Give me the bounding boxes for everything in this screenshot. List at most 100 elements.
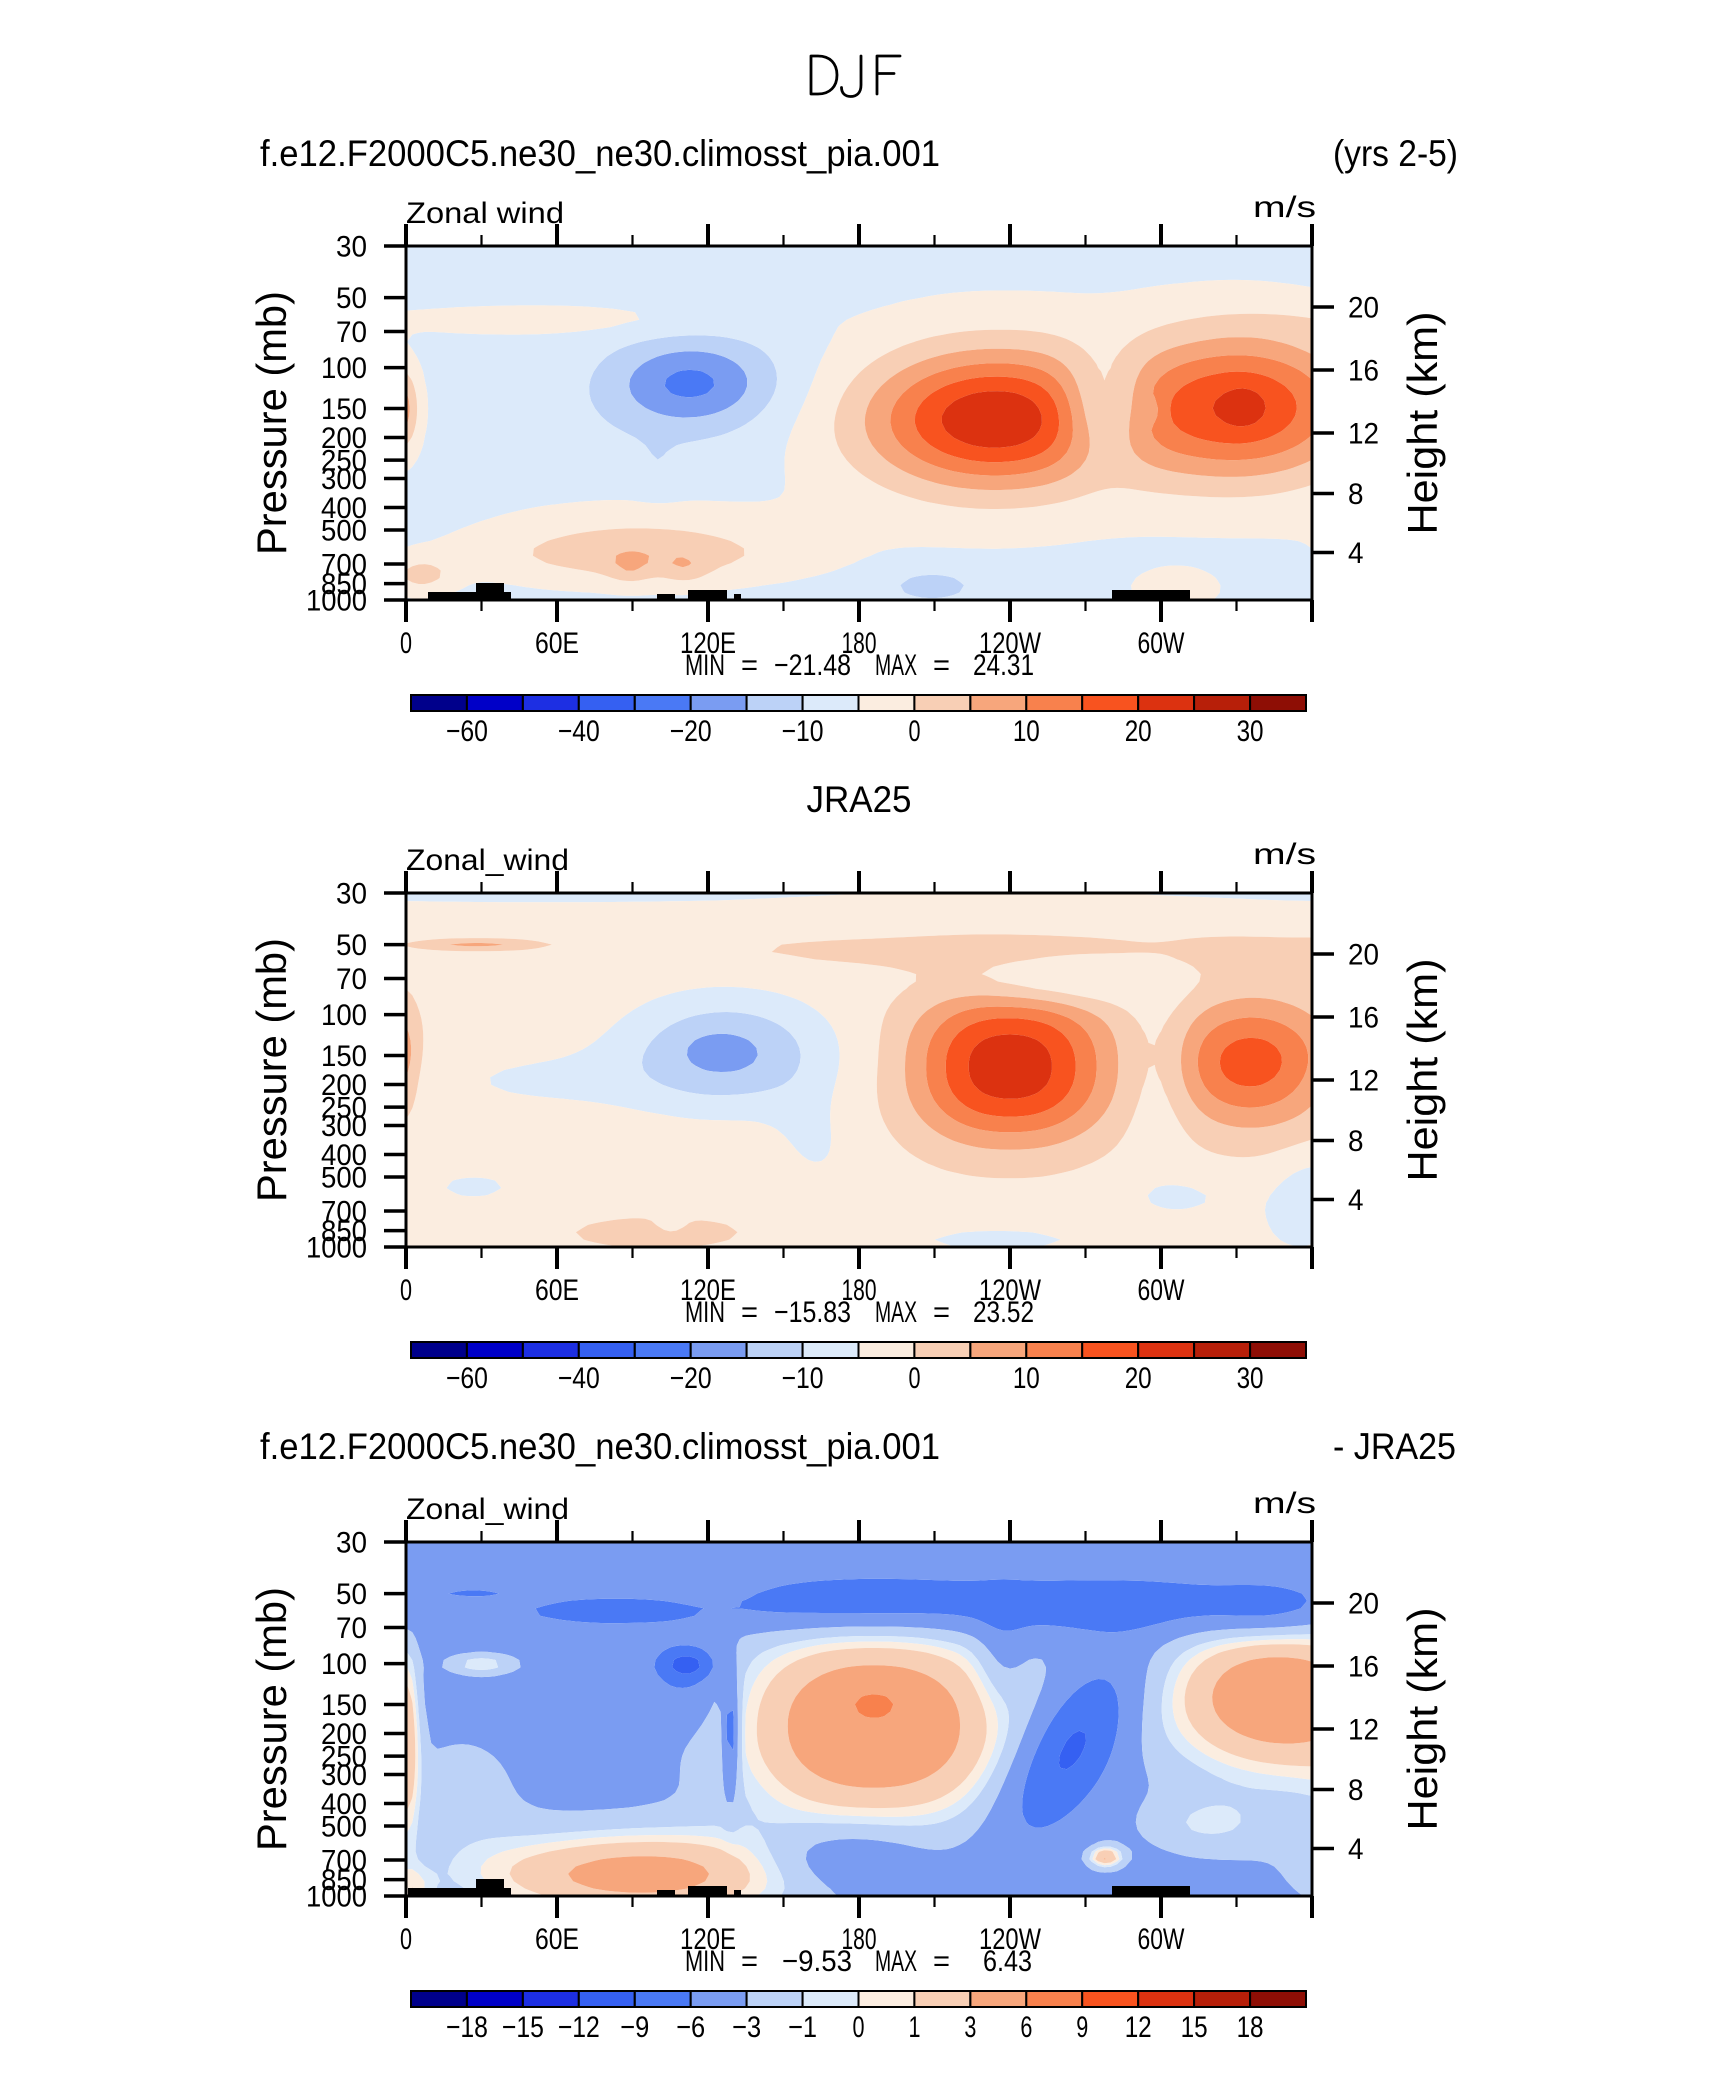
svg-text:=: =: [933, 649, 950, 682]
svg-text:−10: −10: [782, 715, 824, 748]
svg-text:50: 50: [336, 929, 367, 962]
svg-text:0: 0: [908, 1362, 920, 1395]
svg-text:15: 15: [1181, 2011, 1208, 2044]
svg-text:Zonal_wind: Zonal_wind: [406, 844, 569, 877]
svg-text:8: 8: [1348, 1774, 1364, 1807]
svg-text:MAX: MAX: [875, 1296, 917, 1329]
svg-text:120E: 120E: [680, 1274, 736, 1307]
svg-text:850: 850: [321, 1215, 367, 1248]
svg-text:60E: 60E: [535, 1274, 579, 1307]
svg-text:70: 70: [336, 963, 367, 996]
svg-text:120E: 120E: [680, 627, 736, 660]
svg-text:60E: 60E: [535, 627, 579, 660]
svg-text:−10: −10: [782, 1362, 824, 1395]
svg-text:=: =: [741, 1296, 758, 1329]
svg-text:m/s: m/s: [1253, 838, 1316, 871]
svg-text:30: 30: [336, 231, 367, 264]
svg-text:12: 12: [1125, 2011, 1152, 2044]
svg-text:Height (km): Height (km): [1399, 312, 1446, 535]
svg-text:180: 180: [842, 627, 877, 660]
svg-text:−6: −6: [676, 2011, 705, 2044]
svg-text:250: 250: [321, 445, 367, 478]
svg-text:Pressure (mb): Pressure (mb): [248, 938, 295, 1202]
svg-text:4: 4: [1348, 537, 1364, 570]
svg-text:120W: 120W: [979, 1923, 1042, 1956]
svg-text:f.e12.F2000C5.ne30_ne30.climos: f.e12.F2000C5.ne30_ne30.climosst_pia.001: [260, 1426, 940, 1467]
svg-text:12: 12: [1348, 1714, 1379, 1747]
svg-text:MAX: MAX: [875, 649, 917, 682]
svg-text:−20: −20: [670, 715, 712, 748]
svg-text:30: 30: [1237, 1362, 1264, 1395]
svg-text:20: 20: [1348, 939, 1379, 972]
svg-text:50: 50: [336, 1578, 367, 1611]
svg-text:20: 20: [1125, 1362, 1152, 1395]
svg-text:500: 500: [321, 1811, 367, 1844]
svg-text:400: 400: [321, 1788, 367, 1821]
svg-text:250: 250: [321, 1741, 367, 1774]
svg-text:200: 200: [321, 1718, 367, 1751]
svg-text:300: 300: [321, 463, 367, 496]
svg-text:12: 12: [1348, 418, 1379, 451]
svg-text:Height (km): Height (km): [1399, 1608, 1446, 1831]
svg-text:=: =: [933, 1945, 950, 1978]
svg-text:0: 0: [400, 1274, 412, 1307]
svg-text:500: 500: [321, 1162, 367, 1195]
svg-text:−60: −60: [446, 1362, 488, 1395]
svg-text:250: 250: [321, 1092, 367, 1125]
svg-text:30: 30: [336, 1527, 367, 1560]
svg-text:70: 70: [336, 1612, 367, 1645]
svg-text:Pressure (mb): Pressure (mb): [248, 1587, 295, 1851]
svg-text:20: 20: [1348, 292, 1379, 325]
svg-text:- JRA25: - JRA25: [1333, 1426, 1456, 1467]
svg-text:16: 16: [1348, 1002, 1379, 1035]
svg-text:MIN: MIN: [685, 649, 725, 682]
svg-text:60W: 60W: [1138, 627, 1186, 660]
svg-text:120W: 120W: [979, 1274, 1042, 1307]
svg-text:10: 10: [1013, 1362, 1040, 1395]
svg-text:850: 850: [321, 568, 367, 601]
svg-text:Zonal_wind: Zonal_wind: [406, 1493, 569, 1526]
svg-text:−40: −40: [558, 715, 600, 748]
svg-text:m/s: m/s: [1253, 1487, 1316, 1520]
svg-text:300: 300: [321, 1759, 367, 1792]
svg-text:60W: 60W: [1138, 1274, 1186, 1307]
svg-text:−9: −9: [620, 2011, 649, 2044]
svg-text:16: 16: [1348, 1651, 1379, 1684]
svg-text:=: =: [741, 649, 758, 682]
svg-text:6.43: 6.43: [983, 1945, 1032, 1978]
svg-text:0: 0: [908, 715, 920, 748]
svg-text:150: 150: [321, 393, 367, 426]
svg-text:0: 0: [400, 627, 412, 660]
svg-text:0: 0: [853, 2011, 865, 2044]
svg-text:180: 180: [842, 1923, 877, 1956]
svg-text:23.52: 23.52: [973, 1296, 1034, 1329]
svg-text:100: 100: [321, 1648, 367, 1681]
svg-text:120W: 120W: [979, 627, 1042, 660]
svg-text:1: 1: [908, 2011, 920, 2044]
svg-text:1000: 1000: [306, 585, 367, 618]
svg-text:300: 300: [321, 1110, 367, 1143]
svg-text:60E: 60E: [535, 1923, 579, 1956]
svg-text:−3: −3: [732, 2011, 761, 2044]
svg-text:f.e12.F2000C5.ne30_ne30.climos: f.e12.F2000C5.ne30_ne30.climosst_pia.001: [260, 133, 940, 174]
svg-text:700: 700: [321, 548, 367, 581]
svg-text:1000: 1000: [306, 1232, 367, 1265]
svg-text:−18: −18: [446, 2011, 488, 2044]
svg-text:850: 850: [321, 1864, 367, 1897]
svg-text:=: =: [741, 1945, 758, 1978]
svg-text:=: =: [933, 1296, 950, 1329]
svg-text:18: 18: [1237, 2011, 1264, 2044]
svg-text:400: 400: [321, 1139, 367, 1172]
svg-text:8: 8: [1348, 478, 1364, 511]
svg-text:−1: −1: [788, 2011, 817, 2044]
svg-text:30: 30: [336, 878, 367, 911]
svg-text:Height (km): Height (km): [1399, 959, 1446, 1182]
svg-text:Pressure (mb): Pressure (mb): [248, 291, 295, 555]
svg-text:20: 20: [1348, 1588, 1379, 1621]
svg-text:8: 8: [1348, 1125, 1364, 1158]
svg-text:20: 20: [1125, 715, 1152, 748]
svg-text:700: 700: [321, 1844, 367, 1877]
svg-text:30: 30: [1237, 715, 1264, 748]
svg-text:MAX: MAX: [875, 1945, 917, 1978]
svg-text:4: 4: [1348, 1184, 1364, 1217]
